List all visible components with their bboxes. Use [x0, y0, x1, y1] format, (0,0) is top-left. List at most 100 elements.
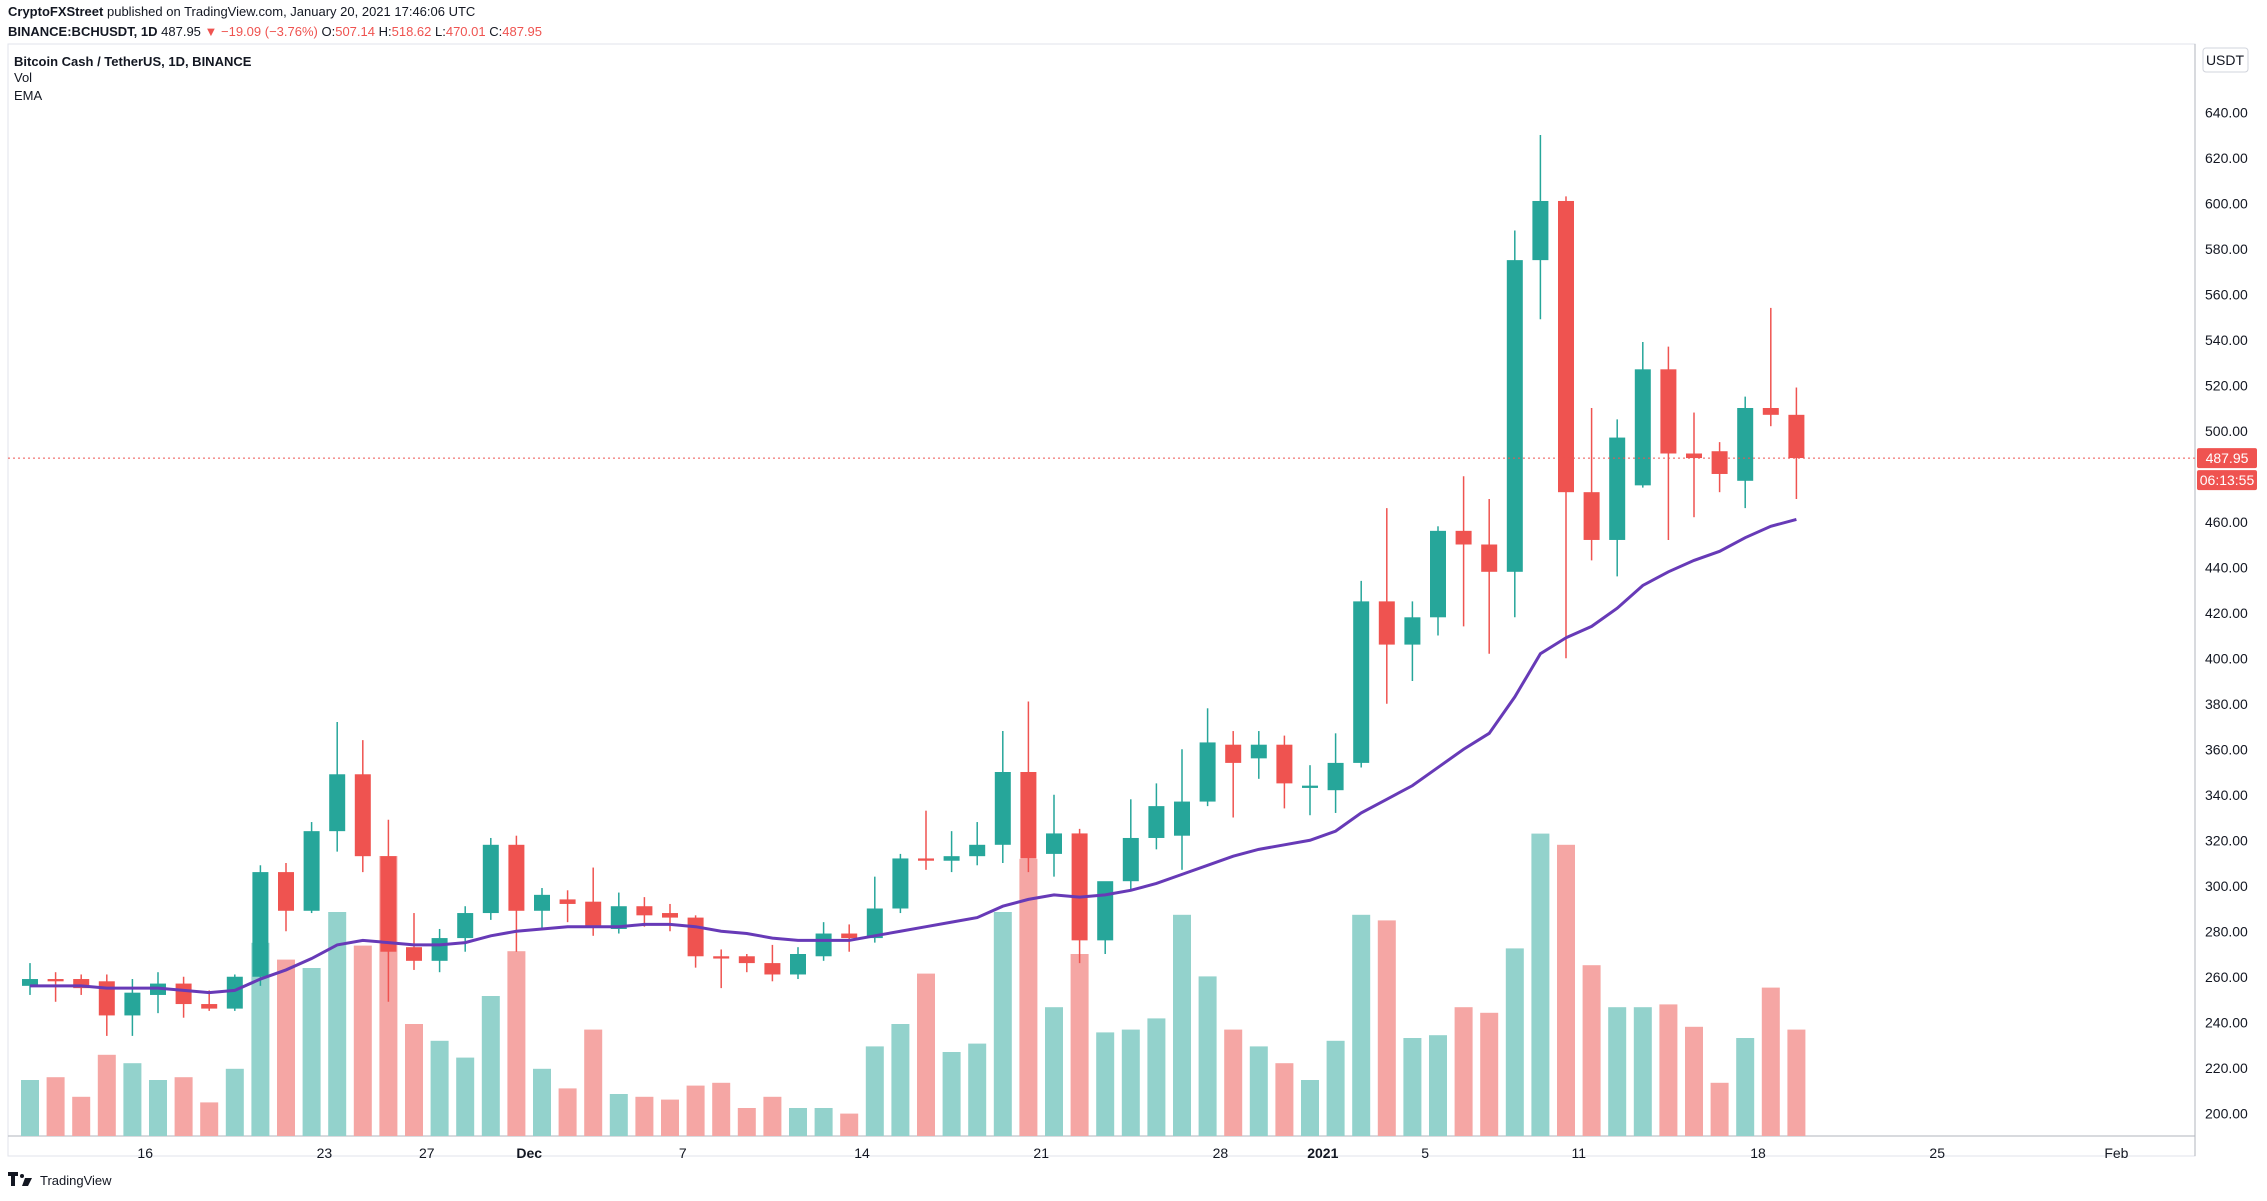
volume-bars: [21, 833, 1806, 1136]
volume-bar: [1557, 844, 1575, 1136]
time-tick-label: 7: [679, 1145, 687, 1161]
time-tick-label: 21: [1033, 1145, 1049, 1161]
volume-bar: [174, 1077, 193, 1136]
price-axis-ticks: 200.00 220.00 240.00 260.00 280.00 300.00 320.…: [2205, 59, 2248, 1122]
publisher-name: CryptoFXStreet: [8, 4, 104, 19]
volume-bar: [21, 1080, 39, 1136]
candle-body: [1327, 762, 1344, 791]
volume-indicator-label[interactable]: Vol: [14, 70, 33, 85]
candle-body: [226, 976, 243, 1009]
volume-bar: [1377, 920, 1396, 1136]
volume-bar: [1531, 833, 1550, 1136]
candle-body: [1122, 837, 1139, 882]
time-tick-label: 5: [1421, 1145, 1429, 1161]
candle-body: [1148, 806, 1165, 838]
candle-body: [892, 858, 909, 909]
volume-bar: [1275, 1063, 1294, 1136]
tradingview-brand[interactable]: TradingView: [40, 1172, 112, 1188]
high-value: 518.62: [391, 24, 432, 39]
volume-bar: [1224, 1029, 1243, 1136]
volume-bar: [840, 1113, 859, 1136]
volume-bar: [891, 1024, 910, 1136]
candle-body: [1276, 744, 1293, 784]
last-price: 487.95: [161, 24, 201, 39]
ema-line: [30, 518, 1797, 995]
price-tick-label: 320.00: [2205, 832, 2248, 848]
publish-line: CryptoFXStreet published on TradingView.…: [8, 4, 475, 19]
candle-body: [124, 992, 141, 1016]
pair-title: Bitcoin Cash / TetherUS, 1D, BINANCE: [14, 54, 251, 69]
volume-bar: [712, 1082, 731, 1136]
candle-body: [1609, 437, 1626, 540]
candle-body: [918, 858, 934, 861]
volume-bar: [1582, 965, 1601, 1136]
time-tick-label: Dec: [516, 1145, 542, 1161]
volume-bar: [405, 1024, 423, 1136]
volume-bar: [1608, 1007, 1627, 1136]
candle-body: [1225, 744, 1242, 763]
low-value: 470.01: [445, 24, 486, 39]
volume-bar: [1454, 1007, 1473, 1136]
candle-body: [994, 772, 1011, 845]
volume-bar: [1301, 1080, 1319, 1136]
candle-body: [1583, 492, 1600, 540]
candle-body: [790, 954, 806, 975]
volume-bar: [993, 912, 1012, 1136]
candle-body: [354, 774, 371, 857]
volume-bar: [763, 1096, 782, 1136]
currency-badge[interactable]: [2202, 47, 2249, 73]
volume-bar: [635, 1096, 654, 1136]
volume-bar: [1019, 858, 1038, 1136]
symbol-line: BINANCE:BCHUSDT, 1D 487.95 ▼ −19.09 (−3.…: [8, 24, 542, 39]
candle-body: [1199, 742, 1216, 802]
time-tick-label: 23: [317, 1145, 333, 1161]
candle-body: [764, 963, 781, 975]
volume-bar: [1761, 987, 1780, 1136]
published-text: published on TradingView.com, January 20…: [106, 4, 476, 19]
countdown-badge: [2197, 470, 2257, 491]
candle-body: [943, 856, 960, 861]
candle-body: [329, 774, 346, 832]
volume-bar: [1787, 1029, 1806, 1136]
volume-bar: [1480, 1012, 1499, 1136]
symbol-label: BINANCE:BCHUSDT, 1D: [8, 24, 158, 39]
candles: [22, 135, 1805, 1036]
volume-bar: [200, 1102, 219, 1136]
low-label: L:: [435, 24, 446, 39]
volume-bar: [277, 959, 295, 1136]
volume-bar: [430, 1040, 449, 1136]
volume-bar: [533, 1068, 551, 1136]
time-tick-label: 16: [137, 1145, 153, 1161]
time-tick-label: 14: [854, 1145, 870, 1161]
candle-body: [1097, 881, 1114, 941]
candle-body: [175, 983, 192, 1005]
candle-body: [1506, 260, 1523, 572]
price-tick-label: 540.00: [2205, 332, 2248, 348]
price-tick-label: 580.00: [2205, 241, 2248, 257]
price-tick-label: 500.00: [2205, 423, 2248, 439]
time-tick-label: 25: [1929, 1145, 1945, 1161]
candle-body: [1046, 833, 1062, 854]
close-value: 487.95: [502, 24, 542, 39]
volume-bar: [1070, 954, 1089, 1136]
candle-body: [1660, 369, 1677, 454]
volume-bar: [737, 1108, 756, 1136]
candle-body: [73, 979, 90, 989]
tradingview-logo-icon[interactable]: [8, 1172, 34, 1188]
candle-body: [1762, 408, 1779, 415]
candle-body: [252, 872, 269, 977]
volume-bar: [1173, 914, 1191, 1136]
candle-body: [278, 872, 294, 911]
price-tick-label: 340.00: [2205, 787, 2248, 803]
volume-bar: [1249, 1046, 1268, 1136]
volume-bar: [1352, 914, 1371, 1136]
candle-body: [1532, 200, 1549, 261]
time-axis-ticks: 16 23 27 Dec 7 14 21 28 2021 5 11 18 25 Feb: [137, 1145, 2128, 1161]
price-tick-label: 280.00: [2205, 923, 2248, 939]
price-tick-label: 440.00: [2205, 559, 2248, 575]
volume-bar: [1505, 948, 1524, 1136]
volume-bar: [481, 996, 500, 1136]
candle-body: [815, 933, 832, 957]
ema-indicator-label[interactable]: EMA: [14, 88, 43, 103]
